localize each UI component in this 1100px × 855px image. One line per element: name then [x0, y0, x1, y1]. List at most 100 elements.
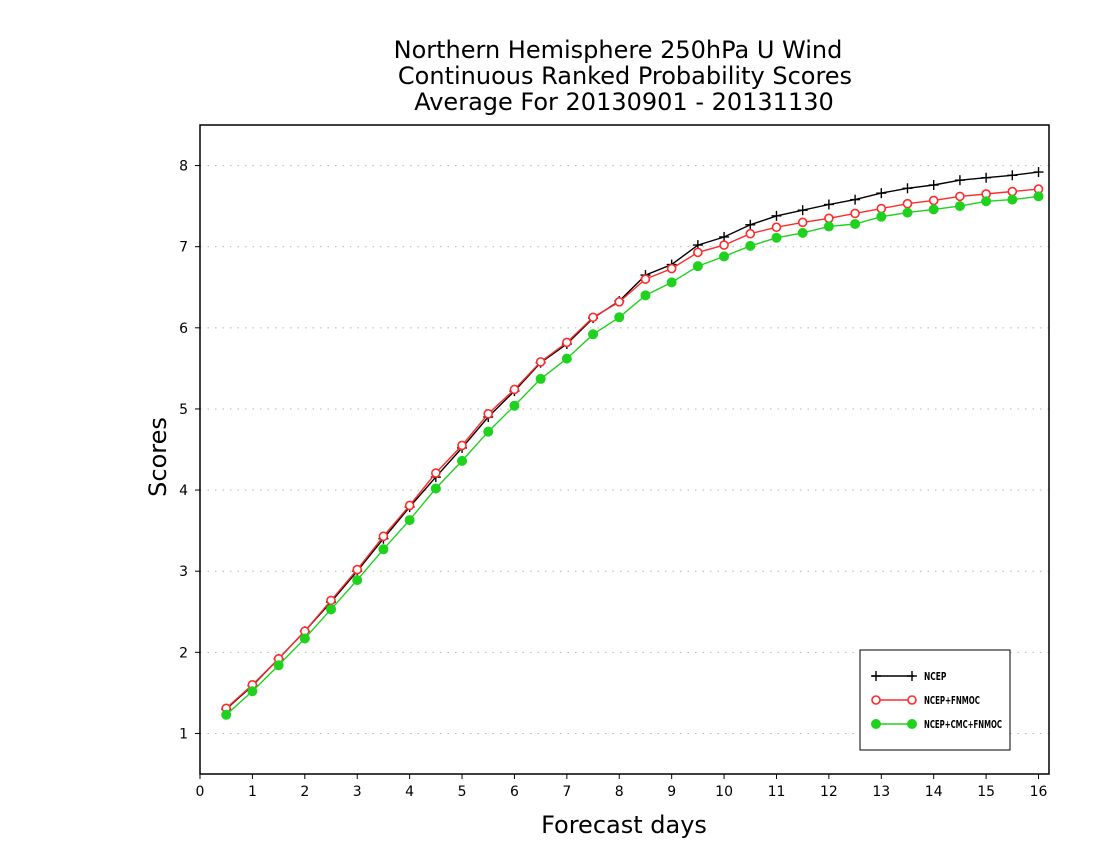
data-point-ncep — [1007, 170, 1018, 181]
series-ncep-cmc-fnmoc — [221, 191, 1044, 720]
data-point-ncep-fnmoc — [771, 222, 782, 233]
legend-label-ncep-fnmoc: NCEP+FNMOC — [924, 694, 980, 707]
chart-title-line-1: Northern Hemisphere 250hPa U Wind — [394, 36, 843, 64]
x-tick-label: 14 — [925, 784, 943, 800]
data-point-ncep-cmc-fnmoc — [1007, 194, 1018, 205]
x-axis-title: Forecast days — [541, 811, 707, 839]
data-point-ncep-cmc-fnmoc — [509, 400, 520, 411]
data-point-ncep-fnmoc — [509, 384, 520, 395]
data-point-ncep-cmc-fnmoc — [719, 251, 730, 262]
data-point-ncep-cmc-fnmoc — [666, 277, 677, 288]
data-point-ncep-cmc-fnmoc — [692, 261, 703, 272]
x-tick-label: 12 — [820, 784, 838, 800]
data-point-ncep-cmc-fnmoc — [823, 221, 834, 232]
x-tick-label: 13 — [872, 784, 890, 800]
data-point-ncep-cmc-fnmoc — [326, 604, 337, 615]
x-tick-label: 16 — [1030, 784, 1048, 800]
legend-marker-ncep-cmc-fnmoc — [907, 719, 917, 729]
y-tick-label: 1 — [179, 726, 188, 742]
data-point-ncep-fnmoc — [693, 247, 703, 258]
data-point-ncep-cmc-fnmoc — [273, 660, 284, 671]
y-axis-ticks: 1 2 3 4 5 6 7 8 — [179, 159, 200, 742]
y-axis-title: Scores — [144, 417, 172, 497]
data-point-ncep-fnmoc — [666, 263, 677, 274]
data-point-ncep-cmc-fnmoc — [614, 312, 625, 323]
data-point-ncep-cmc-fnmoc — [954, 201, 965, 212]
gridlines — [200, 165, 1049, 734]
data-point-ncep-fnmoc — [562, 337, 572, 348]
plot-frame — [199, 124, 1050, 775]
y-tick-label: 6 — [179, 321, 188, 337]
legend: NCEP NCEP+FNMOC NCEP+CMC+FNMOC — [859, 649, 1011, 751]
x-tick-label: 8 — [615, 784, 624, 800]
legend-label-ncep-cmc-fnmoc: NCEP+CMC+FNMOC — [924, 718, 1002, 731]
data-point-ncep — [1033, 167, 1044, 178]
legend-item-ncep-cmc-fnmoc: NCEP+CMC+FNMOC — [871, 718, 1002, 731]
chart-title-line-2: Continuous Ranked Probability Scores — [398, 62, 852, 90]
data-point-ncep-cmc-fnmoc — [902, 207, 913, 218]
data-point-ncep-fnmoc — [876, 203, 887, 214]
data-point-ncep-fnmoc — [588, 312, 598, 323]
data-point-ncep-cmc-fnmoc — [981, 196, 992, 207]
x-tick-label: 7 — [562, 784, 571, 800]
data-point-ncep — [771, 210, 782, 221]
x-tick-label: 6 — [510, 784, 519, 800]
data-point-ncep-cmc-fnmoc — [457, 455, 468, 466]
data-point-ncep-fnmoc — [431, 468, 441, 478]
legend-label-ncep: NCEP — [924, 670, 946, 683]
data-point-ncep-cmc-fnmoc — [404, 515, 415, 526]
x-tick-label: 4 — [405, 784, 414, 800]
legend-marker-ncep — [871, 671, 881, 681]
x-tick-label: 2 — [300, 784, 309, 800]
x-tick-label: 5 — [458, 784, 467, 800]
chart-title-line-3: Average For 20130901 - 20131130 — [414, 88, 834, 116]
x-tick-label: 0 — [196, 784, 205, 800]
data-point-ncep-fnmoc — [824, 213, 834, 224]
data-point-ncep-fnmoc — [745, 228, 756, 239]
data-point-ncep-fnmoc — [850, 208, 860, 219]
data-point-ncep-cmc-fnmoc — [352, 575, 363, 586]
legend-marker-ncep-cmc-fnmoc — [871, 719, 881, 729]
series-line-ncep — [225, 171, 1039, 710]
data-point-ncep-cmc-fnmoc — [1033, 191, 1044, 202]
data-point-ncep-cmc-fnmoc — [483, 426, 494, 437]
series-line-ncep-fnmoc — [225, 188, 1039, 709]
data-point-ncep — [850, 194, 861, 205]
series-layer — [221, 167, 1044, 720]
data-point-ncep-cmc-fnmoc — [299, 633, 310, 644]
data-point-ncep-fnmoc — [1007, 186, 1018, 197]
data-point-ncep-cmc-fnmoc — [745, 240, 756, 251]
x-tick-label: 10 — [715, 784, 733, 800]
data-point-ncep-cmc-fnmoc — [378, 544, 389, 555]
data-point-ncep-cmc-fnmoc — [430, 483, 441, 494]
data-point-ncep-fnmoc — [902, 198, 913, 209]
data-point-ncep — [928, 180, 939, 191]
data-point-ncep-fnmoc — [614, 297, 625, 307]
legend-item-ncep-fnmoc: NCEP+FNMOC — [871, 694, 980, 707]
data-point-ncep-cmc-fnmoc — [221, 709, 232, 720]
legend-marker-ncep-fnmoc — [871, 695, 881, 705]
data-point-ncep-cmc-fnmoc — [928, 204, 939, 215]
data-point-ncep-cmc-fnmoc — [797, 227, 808, 238]
series-line-ncep-cmc-fnmoc — [225, 195, 1039, 716]
series-ncep — [221, 167, 1044, 715]
data-point-ncep-fnmoc — [378, 531, 389, 542]
data-point-ncep-cmc-fnmoc — [588, 329, 599, 340]
data-point-ncep-fnmoc — [955, 191, 965, 202]
y-tick-label: 5 — [179, 402, 188, 418]
data-point-ncep — [902, 183, 913, 194]
data-point-ncep-cmc-fnmoc — [561, 353, 572, 364]
data-point-ncep-cmc-fnmoc — [247, 686, 258, 697]
legend-item-ncep: NCEP — [871, 670, 946, 683]
data-point-ncep-fnmoc — [326, 595, 336, 606]
data-point-ncep-fnmoc — [797, 217, 808, 228]
data-point-ncep-fnmoc — [928, 195, 939, 206]
data-point-ncep-cmc-fnmoc — [535, 373, 546, 384]
data-point-ncep-fnmoc — [640, 274, 651, 284]
series-ncep-fnmoc — [221, 184, 1044, 714]
data-point-ncep-fnmoc — [404, 500, 415, 511]
x-tick-label: 15 — [977, 784, 995, 800]
data-point-ncep-fnmoc — [352, 564, 363, 575]
legend-marker-ncep-fnmoc — [907, 695, 917, 705]
